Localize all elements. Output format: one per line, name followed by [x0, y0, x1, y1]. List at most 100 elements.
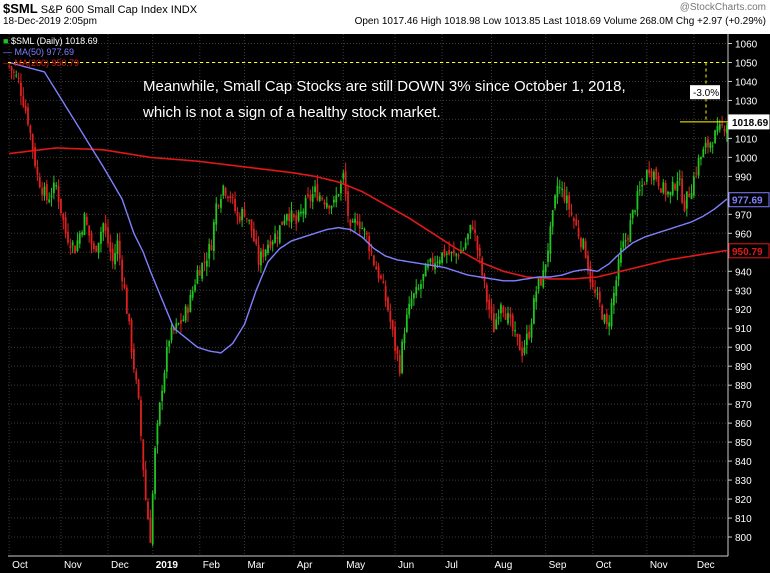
candle-body [132, 348, 135, 370]
x-tick-label: Nov [64, 560, 82, 571]
x-tick-label: Oct [12, 560, 28, 571]
candle-body [695, 173, 698, 175]
candle-body [690, 192, 693, 200]
candle-body [417, 288, 420, 290]
candle-body [241, 208, 244, 221]
candle-body [683, 200, 686, 212]
candle-body [170, 327, 173, 341]
candle-body [589, 266, 592, 283]
candle-body [422, 274, 425, 281]
annotation-text: Meanwhile, Small Cap Stocks are still DO… [143, 78, 626, 121]
candle-body [511, 315, 514, 331]
candle-body [92, 243, 95, 249]
candle-body [507, 312, 509, 324]
candle-body [95, 246, 98, 252]
candle-body [403, 333, 406, 344]
candle-body [288, 213, 291, 221]
candle-body [316, 184, 319, 201]
x-tick-label: Nov [650, 560, 668, 571]
candle-body [495, 319, 498, 330]
candle-body [396, 347, 399, 355]
y-tick-label: 820 [735, 495, 752, 506]
candle-body [309, 194, 312, 201]
candle-body [365, 232, 368, 235]
legend-ma50: — MA(50) 977.69 [3, 47, 75, 57]
candle-body [420, 284, 422, 290]
candle-body [408, 303, 411, 315]
candle-body [168, 341, 171, 347]
chart-area[interactable]: 800 810 820 830 840 850 860 870 880 890 900 910 920 9… [0, 34, 770, 573]
candle-body [652, 171, 655, 181]
candle-body [161, 390, 164, 402]
candle-body [212, 221, 215, 252]
candle-body [565, 195, 568, 204]
value-tag-box [728, 114, 770, 130]
candle-body [10, 66, 13, 71]
candle-body [31, 134, 34, 151]
candle-body [114, 253, 116, 265]
candle-body [671, 181, 674, 195]
candle-body [224, 188, 227, 196]
ma50-line [9, 61, 728, 354]
candle-body [347, 191, 349, 216]
candle-body [187, 307, 189, 313]
candle-body [50, 195, 53, 198]
candle-body [62, 213, 65, 221]
candle-body [260, 251, 262, 266]
candle-body [547, 250, 549, 262]
candle-body [676, 181, 679, 192]
y-tick-label: 810 [735, 514, 752, 525]
candle-body [398, 355, 401, 374]
y-tick-label: 870 [735, 400, 752, 411]
candle-body [285, 214, 288, 221]
candle-body [302, 211, 305, 214]
candle-body [271, 241, 274, 245]
candle-body [424, 264, 427, 277]
candle-body [128, 313, 131, 322]
candle-body [721, 124, 724, 126]
quote-bar: Open 1017.46 High 1018.98 Low 1013.85 La… [354, 16, 766, 27]
candle-body [135, 371, 138, 381]
candle-body [657, 176, 660, 187]
candle-body [415, 286, 418, 295]
candle-body [441, 252, 444, 263]
candle-body [636, 191, 639, 210]
candle-body [704, 142, 707, 148]
candle-body [490, 306, 493, 314]
y-tick-label: 850 [735, 438, 752, 449]
candle-body [631, 209, 634, 219]
candle-body [123, 283, 126, 288]
candle-body [554, 195, 556, 209]
candle-body [276, 237, 279, 239]
candle-body [532, 298, 535, 324]
candle-body [156, 423, 159, 445]
price-chart[interactable]: 800 810 820 830 840 850 860 870 880 890 900 910 920 9… [0, 34, 770, 573]
candle-body [147, 501, 149, 520]
candle-body [177, 323, 180, 325]
candle-body [283, 220, 286, 225]
candle-body [349, 219, 352, 227]
candle-body [575, 219, 578, 226]
candle-body [601, 305, 604, 320]
candle-body [328, 205, 331, 209]
y-tick-label: 1050 [735, 58, 758, 69]
candle-body [22, 96, 25, 107]
candle-body [561, 188, 564, 191]
candle-body [307, 194, 309, 197]
candle-body [278, 225, 281, 243]
legend-price: ■ $SML (Daily) 1018.69 [3, 36, 98, 46]
candle-body [556, 185, 559, 198]
candle-body [667, 191, 669, 195]
y-tick-label: 1010 [735, 134, 758, 145]
candle-body [405, 314, 408, 332]
x-tick-label: 2019 [156, 560, 179, 571]
candle-body [295, 215, 298, 224]
candle-body [476, 236, 479, 251]
candle-body [304, 198, 307, 216]
candle-body [412, 293, 415, 299]
candle-body [674, 184, 676, 190]
candle-body [481, 258, 484, 276]
candle-body [467, 233, 469, 240]
candle-body [292, 214, 295, 218]
candle-body [563, 189, 566, 201]
